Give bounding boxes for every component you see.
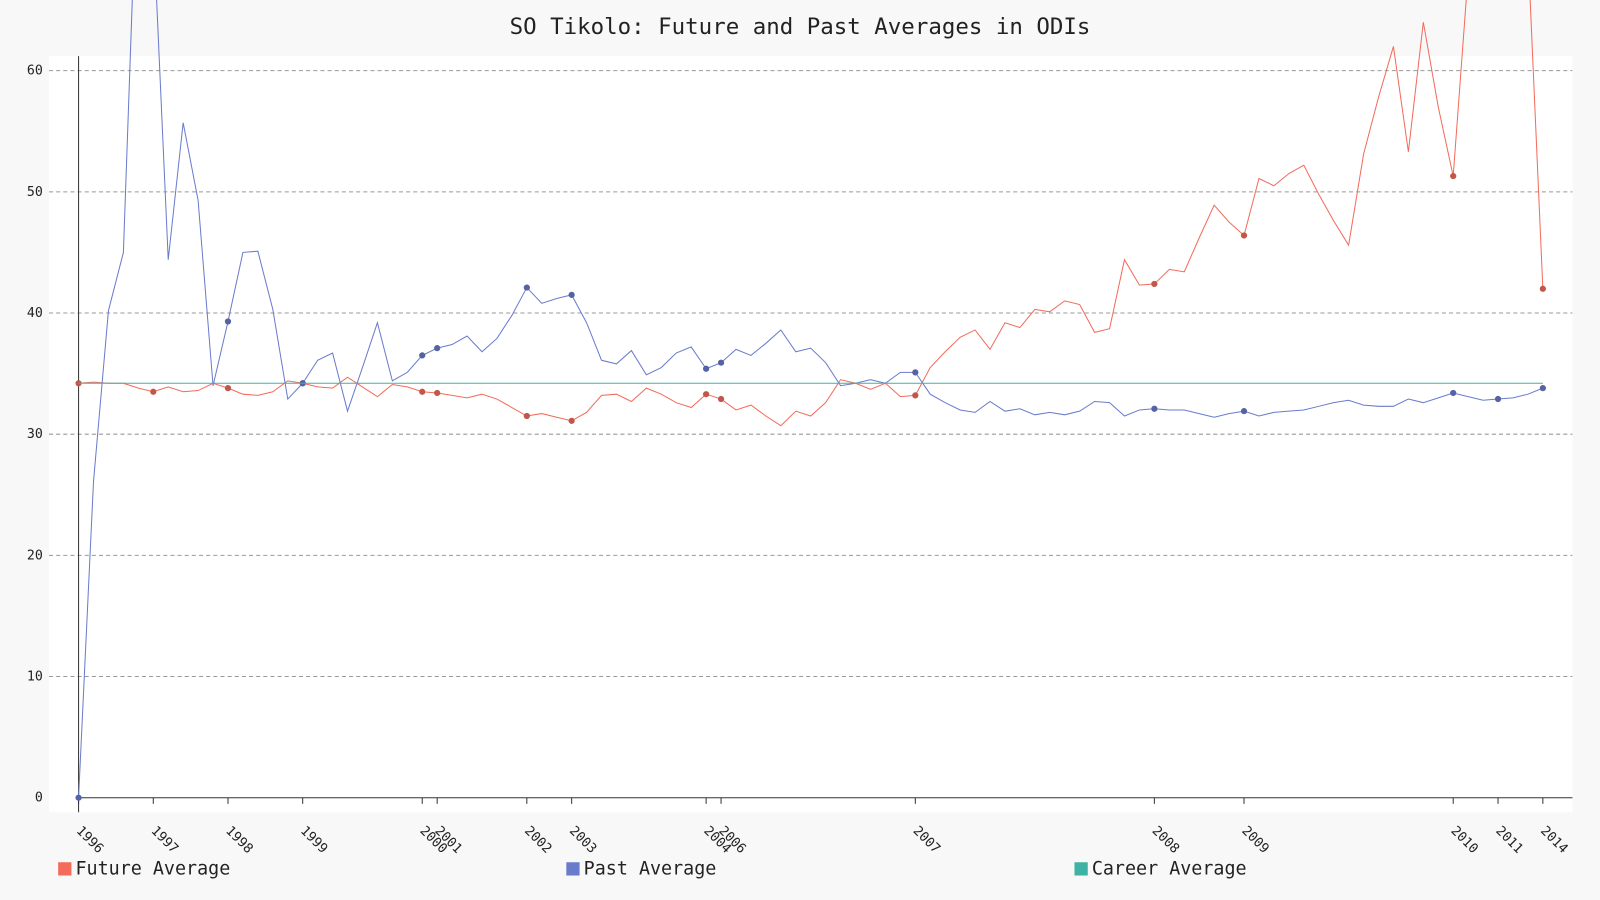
series-line: [78, 0, 1544, 798]
y-tick-label: 30: [27, 427, 43, 442]
point-marker: [1494, 395, 1502, 403]
series-line: [78, 0, 1544, 427]
point-marker: [912, 369, 919, 376]
y-tick-label: 0: [35, 791, 43, 806]
point-marker: [717, 359, 725, 366]
point-marker: [224, 385, 232, 392]
legend-swatch: [58, 862, 72, 876]
point-marker: [150, 388, 157, 395]
point-marker: [434, 345, 441, 352]
legend-swatch: [1074, 862, 1088, 876]
legend-label: Career Average: [1092, 858, 1247, 879]
point-marker: [568, 291, 575, 298]
point-marker: [568, 417, 575, 424]
point-marker: [717, 395, 725, 403]
y-tick-label: 60: [27, 64, 43, 79]
point-marker: [434, 389, 441, 397]
y-tick-label: 20: [27, 548, 43, 563]
y-tick-label: 40: [27, 306, 43, 321]
point-marker: [703, 391, 710, 398]
point-marker: [1151, 405, 1158, 412]
point-marker: [703, 365, 710, 372]
chart-title: SO Tikolo: Future and Past Averages in O…: [510, 14, 1091, 40]
point-marker: [1539, 385, 1546, 392]
legend-label: Future Average: [76, 858, 231, 879]
point-marker: [1240, 408, 1248, 415]
point-marker: [1151, 280, 1158, 288]
point-marker: [419, 352, 426, 359]
legend-swatch: [566, 862, 580, 876]
point-marker: [419, 388, 426, 395]
point-marker: [224, 318, 232, 325]
point-marker: [912, 392, 919, 399]
legend-label: Past Average: [584, 858, 717, 879]
point-marker: [1539, 285, 1546, 292]
point-marker: [1240, 232, 1248, 239]
y-tick-label: 10: [27, 670, 43, 685]
point-marker: [1450, 172, 1457, 180]
point-marker: [523, 412, 530, 420]
point-marker: [1450, 389, 1457, 397]
y-tick-label: 50: [27, 185, 43, 200]
point-marker: [523, 284, 530, 291]
point-marker: [75, 794, 82, 801]
